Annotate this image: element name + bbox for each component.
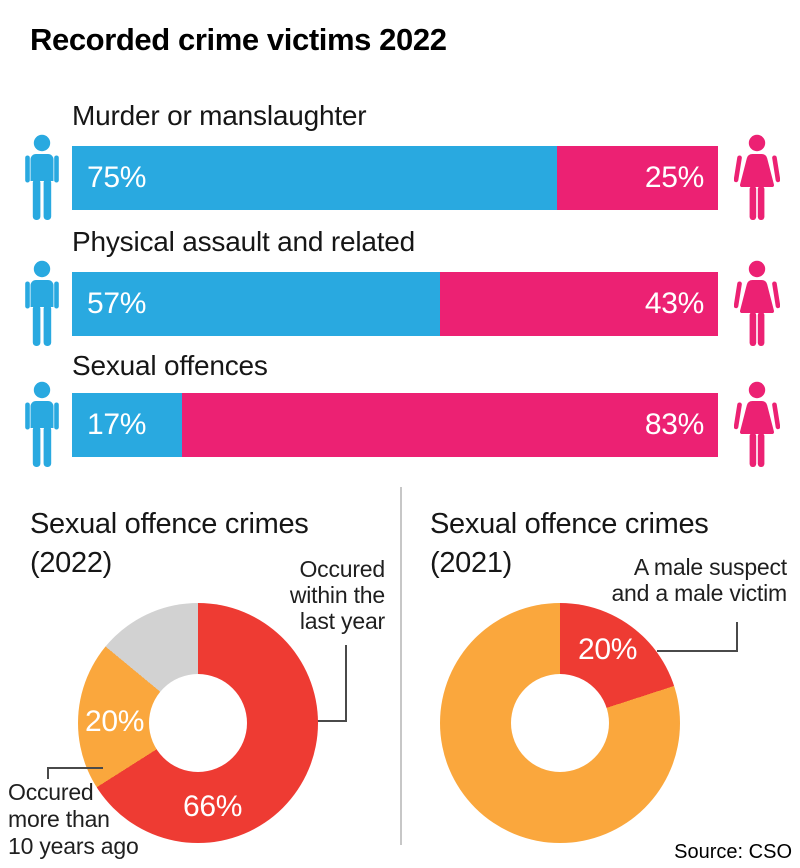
donut-2022-value-red: 66% <box>183 790 243 823</box>
annotation-male-suspect-victim: A male suspect and a male victim <box>611 554 787 606</box>
male-icon <box>25 381 59 467</box>
bar-segment-male: 75% <box>72 146 557 210</box>
bar-label-assault: Physical assault and related <box>72 226 416 257</box>
annotation-line-within-last-year <box>303 645 347 722</box>
donut-2021-value-red: 20% <box>578 633 638 666</box>
donut-hole <box>149 674 247 772</box>
donut-hole <box>511 674 609 772</box>
page-title: Recorded crime victims 2022 <box>30 22 447 57</box>
bar-sexual: 17% 83% <box>72 393 718 457</box>
donut-left-title-line2: (2022) <box>30 547 113 579</box>
donut-right-title-line1: Sexual offence crimes <box>430 508 709 540</box>
bar-label-sexual: Sexual offences <box>72 350 268 381</box>
bar-segment-female: 43% <box>440 272 718 336</box>
donut-2022-value-orange: 20% <box>85 705 145 738</box>
donut-chart-2022 <box>78 603 318 843</box>
source-note: Source: CSO <box>674 841 792 863</box>
female-icon <box>734 381 780 467</box>
bar-segment-female: 25% <box>556 146 718 210</box>
annotation-more-than-10-years: Occured more than 10 years ago <box>8 779 139 859</box>
bar-label-murder: Murder or manslaughter <box>72 100 367 131</box>
donut-right-title-line2: (2021) <box>430 547 513 579</box>
bar-value-female: 25% <box>644 161 704 194</box>
bar-assault: 57% 43% <box>72 272 718 336</box>
donut-right-title: Sexual offence crimes (2021) <box>430 505 709 583</box>
panel-divider <box>400 487 402 845</box>
bar-murder: 75% 25% <box>72 146 718 210</box>
donut-chart-2021 <box>440 603 680 843</box>
bar-segment-male: 57% <box>72 272 441 336</box>
annotation-line-more-than-10 <box>47 767 103 779</box>
donut-left-title-line1: Sexual offence crimes <box>30 508 309 540</box>
bar-value-female: 83% <box>644 408 704 441</box>
bar-value-female: 43% <box>644 287 704 320</box>
male-icon <box>25 260 59 346</box>
bar-value-male: 57% <box>87 287 147 320</box>
annotation-within-last-year: Occured within the last year <box>289 556 385 634</box>
female-icon <box>734 260 780 346</box>
male-icon <box>25 134 59 220</box>
donut-left-title: Sexual offence crimes (2022) <box>30 505 309 583</box>
bar-segment-male: 17% <box>72 393 182 457</box>
annotation-line-male-suspect <box>657 622 738 652</box>
bar-segment-female: 83% <box>181 393 718 457</box>
bar-value-male: 75% <box>87 161 147 194</box>
bar-value-male: 17% <box>87 408 147 441</box>
female-icon <box>734 134 780 220</box>
